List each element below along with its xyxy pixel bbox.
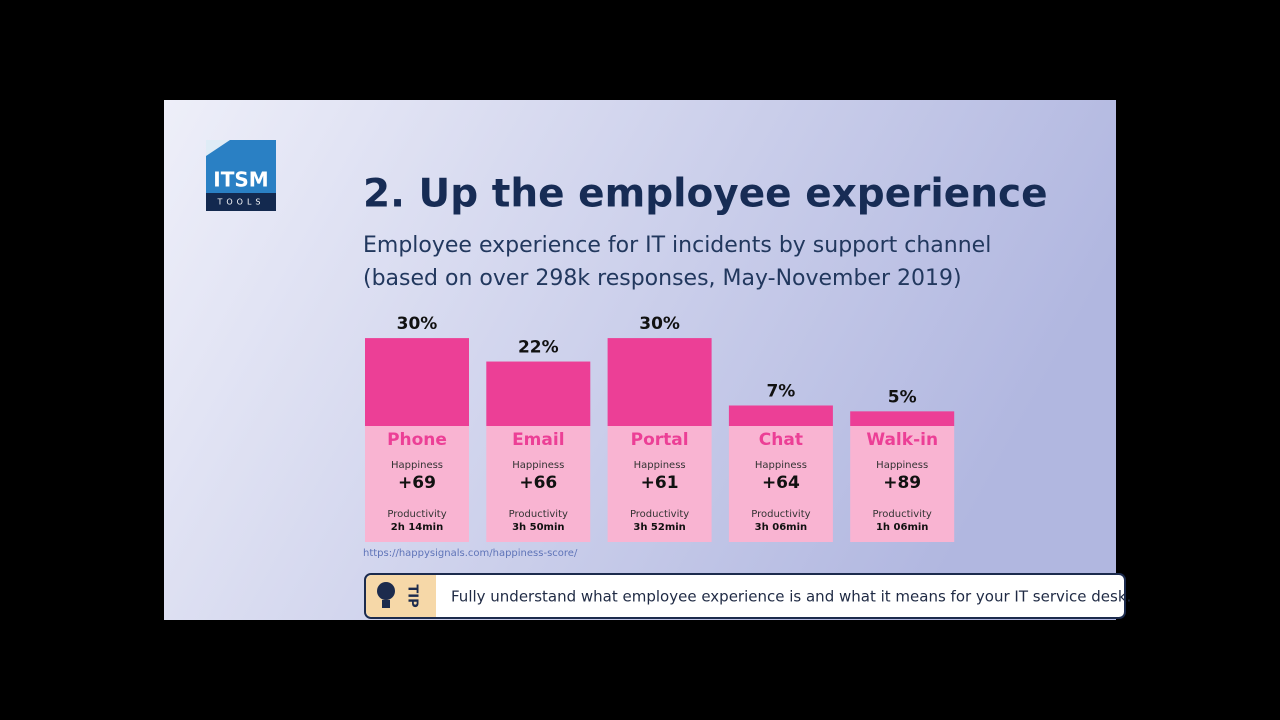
logo-corner: [206, 140, 230, 156]
card: [728, 426, 833, 542]
chart-subtitle: Employee experience for IT incidents by …: [363, 233, 991, 258]
category-label: Portal: [631, 430, 689, 450]
bar: [850, 411, 955, 426]
productivity-label: Productivity: [751, 509, 810, 520]
happiness-label: Happiness: [512, 460, 564, 471]
bar: [607, 338, 712, 426]
tip-label: TIP: [405, 584, 420, 607]
tip-icon-bg: [366, 574, 436, 618]
category-label: Walk-in: [866, 430, 938, 450]
card: [850, 426, 955, 542]
happiness-label: Happiness: [634, 460, 686, 471]
productivity-label: Productivity: [387, 509, 446, 520]
card: [607, 426, 712, 542]
tip-bulb: [377, 582, 395, 600]
happiness-score: +61: [641, 473, 679, 493]
productivity-label: Productivity: [509, 509, 568, 520]
card: [486, 426, 591, 542]
tip-bulb-base: [382, 600, 390, 608]
happiness-score: +64: [762, 473, 800, 493]
happiness-label: Happiness: [391, 460, 443, 471]
source: https://happysignals.com/happiness-score…: [363, 548, 578, 559]
happiness-label: Happiness: [876, 460, 928, 471]
bar: [728, 405, 833, 426]
productivity-time: 3h 50min: [512, 522, 564, 533]
logo-name: ITSM: [213, 168, 268, 192]
category-label: Phone: [387, 430, 447, 450]
happiness-score: +89: [883, 473, 921, 493]
chart-subtitle: (based on over 298k responses, May-Novem…: [363, 266, 962, 291]
productivity-label: Productivity: [873, 509, 932, 520]
category-label: Email: [512, 430, 564, 450]
happiness-score: +69: [398, 473, 436, 493]
logo-strip: [206, 193, 276, 211]
bar: [486, 361, 591, 426]
productivity-time: 2h 14min: [391, 522, 443, 533]
productivity-time: 1h 06min: [876, 522, 928, 533]
bar: [365, 338, 469, 426]
value-label: 7%: [766, 381, 795, 401]
value-label: 22%: [518, 338, 559, 358]
productivity-label: Productivity: [630, 509, 689, 520]
tip-box: [364, 573, 1126, 619]
category-label: Chat: [759, 430, 803, 450]
happiness-score: +66: [519, 473, 557, 493]
happiness-label: Happiness: [755, 460, 807, 471]
logo-tagline: TOOLS: [216, 198, 264, 207]
chart-title: 2. Up the employee experience: [363, 172, 1048, 217]
value-label: 30%: [397, 314, 438, 334]
productivity-time: 3h 06min: [755, 522, 807, 533]
tip-text: Fully understand what employee experienc…: [451, 588, 1131, 606]
card: [365, 426, 469, 542]
value-label: 30%: [639, 314, 680, 334]
productivity-time: 3h 52min: [633, 522, 685, 533]
value-label: 5%: [888, 387, 917, 407]
